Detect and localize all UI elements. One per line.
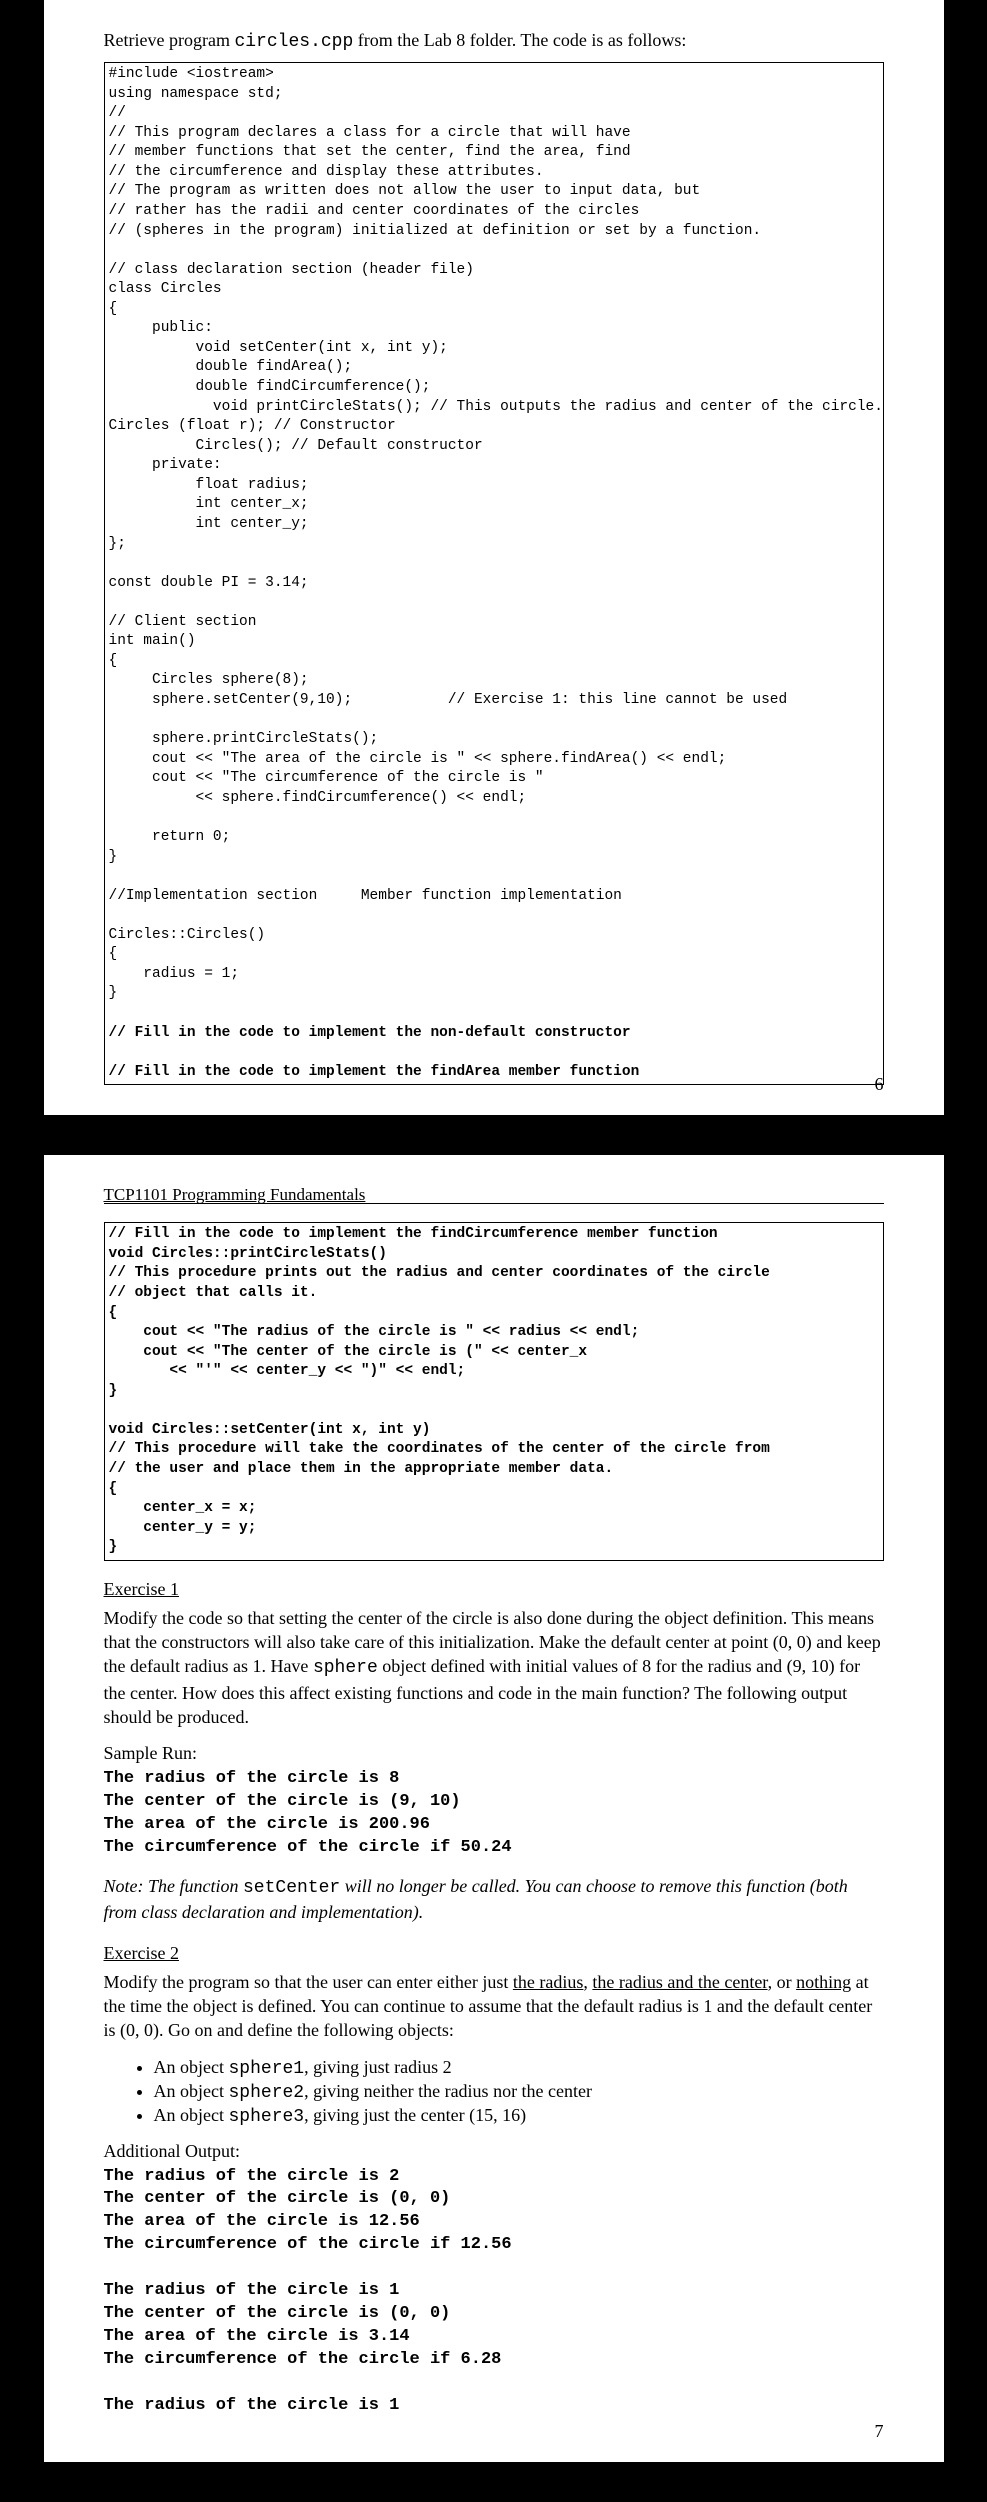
intro-pre: Retrieve program: [104, 30, 235, 50]
code-block-2: void Circles::printCircleStats() // This…: [109, 1246, 770, 1555]
b3-post: , giving just the center (15, 16): [304, 2105, 526, 2125]
bullet-2: An object sphere2, giving neither the ra…: [154, 2081, 884, 2103]
intro-text: Retrieve program circles.cpp from the La…: [104, 30, 884, 52]
note-code: setCenter: [243, 1878, 340, 1898]
ex2-u1: the radius: [513, 1972, 583, 1992]
additional-output-label: Additional Output:: [104, 2141, 884, 2162]
code-listing-1: #include <iostream> using namespace std;…: [104, 62, 884, 1085]
course-header-wrap: TCP1101 Programming Fundamentals: [104, 1185, 884, 1204]
ex2-pre: Modify the program so that the user can …: [104, 1972, 513, 1992]
b2-code: sphere2: [228, 2083, 304, 2103]
b1-pre: An object: [154, 2057, 229, 2077]
course-header: TCP1101 Programming Fundamentals: [104, 1185, 366, 1204]
additional-output: The radius of the circle is 2 The center…: [104, 2166, 884, 2418]
b1-post: , giving just radius 2: [304, 2057, 452, 2077]
page-2: TCP1101 Programming Fundamentals // Fill…: [44, 1155, 944, 2462]
bullet-3: An object sphere3, giving just the cente…: [154, 2105, 884, 2127]
b1-code: sphere1: [228, 2059, 304, 2079]
code-body: #include <iostream> using namespace std;…: [109, 66, 883, 1001]
page-number-2: 7: [875, 2421, 884, 2442]
bullet-1: An object sphere1, giving just radius 2: [154, 2057, 884, 2079]
exercise-2-title: Exercise 2: [104, 1943, 884, 1964]
intro-post: from the Lab 8 folder. The code is as fo…: [353, 30, 686, 50]
code-todo-2: // Fill in the code to implement the fin…: [109, 1064, 640, 1080]
note-pre: Note: The function: [104, 1876, 243, 1896]
b2-pre: An object: [154, 2081, 229, 2101]
b3-pre: An object: [154, 2105, 229, 2125]
ex2-u3: nothing: [796, 1972, 851, 1992]
ex2-u2: the radius and the center: [592, 1972, 767, 1992]
exercise-1-title: Exercise 1: [104, 1579, 884, 1600]
ex2-m2: , or: [768, 1972, 797, 1992]
code-todo-1: // Fill in the code to implement the non…: [109, 1025, 631, 1041]
sample-run-label: Sample Run:: [104, 1743, 884, 1764]
page-number-1: 6: [875, 1074, 884, 1095]
intro-filename: circles.cpp: [234, 32, 353, 52]
code-listing-2: // Fill in the code to implement the fin…: [104, 1222, 884, 1561]
b3-code: sphere3: [228, 2107, 304, 2127]
note-text: Note: The function setCenter will no lon…: [104, 1874, 884, 1925]
sample-run-output: The radius of the circle is 8 The center…: [104, 1768, 884, 1860]
page-1: Retrieve program circles.cpp from the La…: [44, 0, 944, 1115]
code-todo-3: // Fill in the code to implement the fin…: [109, 1226, 718, 1242]
exercise-1-body: Modify the code so that setting the cent…: [104, 1606, 884, 1729]
ex1-code: sphere: [313, 1658, 378, 1678]
exercise-2-bullets: An object sphere1, giving just radius 2 …: [154, 2057, 884, 2127]
exercise-2-body: Modify the program so that the user can …: [104, 1970, 884, 2043]
b2-post: , giving neither the radius nor the cent…: [304, 2081, 592, 2101]
